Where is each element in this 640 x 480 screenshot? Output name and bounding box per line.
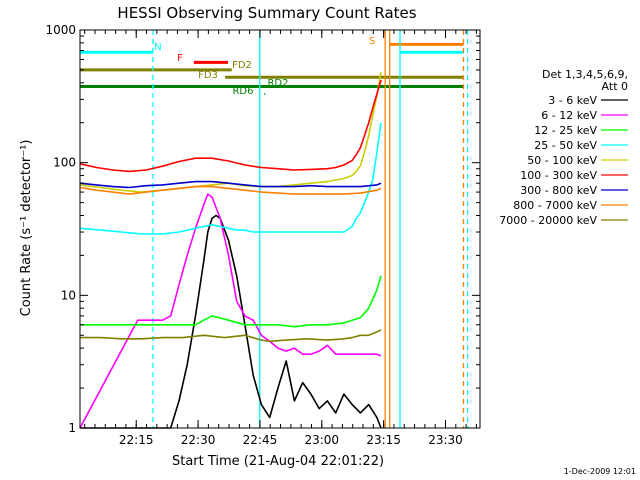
- x-tick-label-4: 23:15: [366, 433, 401, 447]
- flag-label-6: RD2: [267, 78, 288, 89]
- x-tick-label-1: 22:30: [181, 433, 216, 447]
- series-line-0: [80, 214, 382, 429]
- axis-ticks: 22:15 22:30 22:45 23:00 23:15 23:30 1 10 100 1000: [45, 23, 480, 447]
- footer-timestamp: 1-Dec-2009 12:01: [564, 467, 636, 476]
- legend-title-1: Att 0: [602, 80, 628, 93]
- flag-label-1: S: [369, 36, 375, 47]
- legend-title-0: Det 1,3,4,5,6,9,: [542, 68, 628, 81]
- chart-title: HESSI Observing Summary Count Rates: [117, 4, 416, 22]
- instrument-flags: N S F FD2 FD3 RD6 RD2: [80, 36, 464, 97]
- legend-label-1: 6 - 12 keV: [541, 109, 597, 122]
- x-tick-label-2: 22:45: [243, 433, 278, 447]
- y-tick-label-1: 10: [61, 288, 76, 302]
- x-tick-label-3: 23:00: [304, 433, 339, 447]
- legend-label-2: 12 - 25 keV: [534, 124, 597, 137]
- flag-label-3: FD2: [232, 60, 252, 71]
- series-line-2: [80, 275, 382, 328]
- x-tick-label-5: 23:30: [428, 433, 463, 447]
- series-line-7: [79, 185, 382, 195]
- series-group: [79, 72, 382, 429]
- flag-label-4: FD3: [198, 70, 218, 81]
- flag-label-0: N: [154, 42, 161, 53]
- vertical-markers: [152, 30, 469, 428]
- legend-label-3: 25 - 50 keV: [534, 139, 597, 152]
- series-line-1: [79, 193, 382, 429]
- y-tick-label-2: 100: [53, 156, 76, 170]
- y-tick-label-3: 1000: [45, 23, 76, 37]
- legend-label-0: 3 - 6 keV: [548, 94, 597, 107]
- legend-label-5: 100 - 300 keV: [520, 169, 597, 182]
- series-line-4: [79, 72, 382, 193]
- y-tick-label-0: 1: [68, 421, 76, 435]
- series-line-8: [80, 329, 382, 343]
- legend-label-6: 300 - 800 keV: [520, 184, 597, 197]
- legend-label-8: 7000 - 20000 keV: [499, 214, 597, 227]
- x-tick-label-0: 22:15: [119, 433, 154, 447]
- x-axis-label: Start Time (21-Aug-04 22:01:22): [172, 454, 384, 469]
- y-axis-label: Count Rate (s⁻¹ detector⁻¹): [19, 140, 34, 317]
- plot-frame: [79, 29, 481, 429]
- legend-label-7: 800 - 7000 keV: [513, 199, 597, 212]
- legend: Det 1,3,4,5,6,9,Att 0 3 - 6 keV 6 - 12 keV…: [499, 68, 628, 227]
- flag-label-5: RD6: [232, 86, 253, 97]
- series-line-6: [79, 180, 382, 189]
- series-line-3: [79, 122, 382, 235]
- series-line-5: [79, 79, 382, 173]
- legend-label-4: 50 - 100 keV: [527, 154, 597, 167]
- flag-label-2: F: [177, 53, 183, 64]
